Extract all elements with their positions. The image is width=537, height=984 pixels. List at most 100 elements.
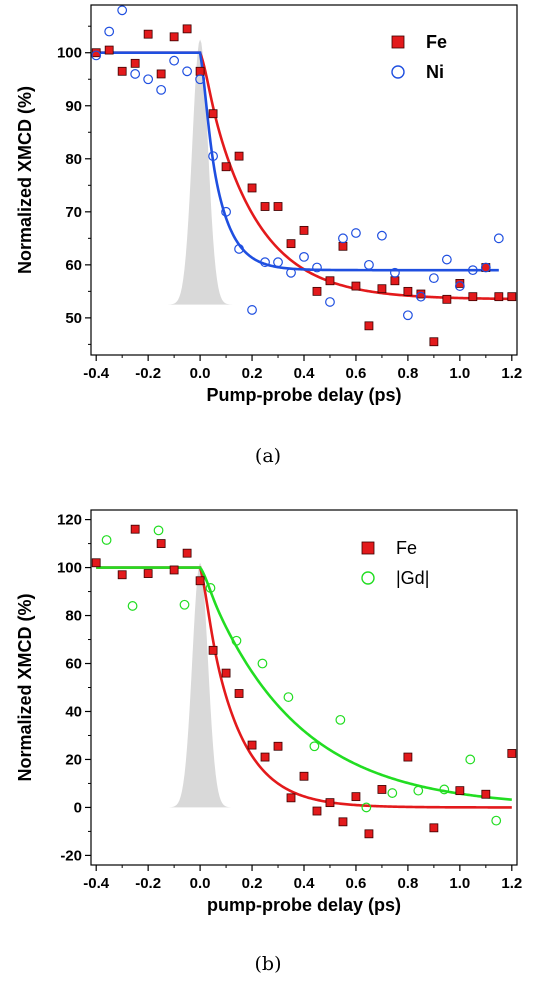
data-point-fe <box>247 183 257 193</box>
legend-label-gd: |Gd| <box>396 568 429 588</box>
data-point-fe <box>169 32 179 42</box>
x-axis-label: Pump-probe delay (ps) <box>206 385 401 405</box>
data-point-ni <box>441 254 452 265</box>
data-point-ni <box>130 69 141 79</box>
data-point-ni <box>351 228 361 238</box>
y-tick-label: 70 <box>65 204 82 221</box>
data-point-ni <box>247 305 257 315</box>
data-point-fe <box>247 740 257 750</box>
data-point-gd <box>439 784 450 795</box>
data-point-fe <box>195 66 205 76</box>
data-point-fe <box>195 576 205 586</box>
data-point-fe <box>299 225 309 235</box>
panel-caption: (a) <box>255 445 281 467</box>
data-point-ni <box>169 55 180 66</box>
legend-marker-gd <box>361 571 375 585</box>
y-tick-label: 80 <box>65 608 82 625</box>
data-point-fe <box>156 539 166 548</box>
y-tick-label: -20 <box>60 847 82 864</box>
data-point-fe <box>364 829 374 839</box>
data-point-fe <box>507 292 517 302</box>
data-point-fe <box>442 294 452 304</box>
data-point-ni <box>338 233 348 244</box>
data-point-gd <box>179 599 190 610</box>
data-point-gd <box>335 714 346 725</box>
x-tick-label: -0.2 <box>135 875 161 892</box>
data-point-ni <box>273 257 283 268</box>
data-point-gd <box>361 802 372 813</box>
x-tick-label: 0.0 <box>190 365 211 382</box>
data-point-fe <box>494 292 504 302</box>
data-point-gd <box>465 754 476 765</box>
data-point-fe <box>130 58 140 68</box>
data-point-fe <box>377 785 387 794</box>
x-tick-label: 1.2 <box>501 875 522 892</box>
data-point-fe <box>468 292 478 302</box>
data-point-ni <box>182 66 193 77</box>
x-tick-label: 0.6 <box>346 365 367 382</box>
y-tick-label: 60 <box>65 656 82 673</box>
data-point-fe <box>325 276 335 286</box>
y-tick-label: 100 <box>57 560 82 577</box>
data-point-ni <box>117 5 128 16</box>
data-point-fe <box>351 281 361 291</box>
x-tick-label: 0.8 <box>397 365 418 382</box>
data-point-ni <box>403 310 413 321</box>
plot-frame <box>90 509 518 866</box>
legend-marker-fe <box>361 541 375 555</box>
data-point-fe <box>273 202 283 211</box>
data-point-fe <box>455 786 465 796</box>
data-point-fe <box>364 321 374 331</box>
fit-curve-fe <box>96 51 512 301</box>
y-tick-label: 80 <box>65 151 82 168</box>
data-point-ni <box>156 84 167 95</box>
data-point-fe <box>182 24 192 34</box>
data-point-fe <box>377 284 387 294</box>
data-point-fe <box>312 806 322 816</box>
data-point-gd <box>387 788 398 798</box>
chart-panel-b: -0.4 -0.2 0.0 0.2 0.4 0.6 0.8 1.0 1.2 -20 0 20 40 60 8… <box>15 509 522 975</box>
panel-caption: (b) <box>255 953 282 975</box>
x-tick-label: 0.0 <box>190 875 211 892</box>
data-point-fe <box>260 752 270 762</box>
data-point-gd <box>101 535 112 545</box>
data-point-fe <box>351 792 361 802</box>
data-point-fe <box>338 817 348 827</box>
data-point-fe <box>299 771 309 781</box>
data-point-fe <box>286 239 296 249</box>
data-point-fe <box>130 524 140 534</box>
legend-marker-fe <box>391 35 405 49</box>
pump-pulse-shape <box>155 39 245 305</box>
x-tick-label: 0.8 <box>397 875 418 892</box>
data-point-gd <box>127 601 138 611</box>
data-point-ni <box>415 291 426 302</box>
plot-frame <box>90 4 518 356</box>
data-point-gd <box>231 635 242 646</box>
y-tick-label: 60 <box>65 257 82 274</box>
legend-label-fe: Fe <box>396 538 417 558</box>
x-tick-label: -0.2 <box>135 365 161 382</box>
data-point-ni <box>480 262 491 273</box>
legend-label-ni: Ni <box>426 62 444 82</box>
x-tick-label: -0.4 <box>83 365 110 382</box>
data-point-ni <box>104 26 115 37</box>
data-point-fe <box>429 337 439 347</box>
data-point-ni <box>377 230 387 241</box>
data-point-fe <box>286 793 296 803</box>
data-point-fe <box>390 276 400 286</box>
fit-curve-fe <box>96 566 512 809</box>
data-point-ni <box>390 267 400 278</box>
data-point-gd <box>413 785 424 796</box>
data-point-ni <box>91 50 102 61</box>
x-tick-label: 0.2 <box>242 875 263 892</box>
data-point-fe <box>208 109 218 119</box>
data-point-gd <box>205 583 216 593</box>
data-point-fe <box>338 241 348 251</box>
pump-pulse-shape <box>155 562 245 808</box>
data-point-fe <box>507 749 517 758</box>
y-tick-label: 20 <box>65 751 82 768</box>
data-point-ni <box>364 259 374 270</box>
data-point-ni <box>221 206 231 217</box>
x-tick-label: 1.0 <box>449 875 470 892</box>
data-point-gd <box>283 692 294 702</box>
